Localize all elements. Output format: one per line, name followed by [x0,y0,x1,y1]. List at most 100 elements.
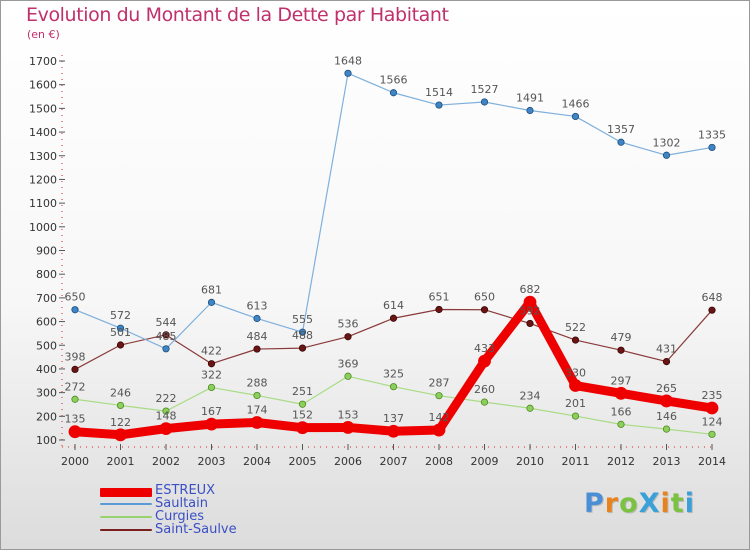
data-label-saultain: 1527 [471,83,499,96]
x-tick-label: 2008 [425,455,453,468]
logo-letter: t [670,488,685,519]
data-point-saint-saulve [662,357,671,366]
legend-swatch-curgies [100,516,152,518]
data-point-saultain [435,101,443,109]
data-label-estreux: 148 [156,410,177,423]
data-point-curgies [480,398,489,406]
data-label-saint-saulve: 501 [110,326,131,339]
data-point-saint-saulve [116,341,125,349]
data-label-saultain: 1357 [607,123,635,136]
data-point-saultain [708,143,716,152]
data-point-saint-saulve [344,333,352,341]
data-point-saint-saulve [253,345,261,353]
data-label-saultain: 1514 [425,86,453,99]
chart-title: Evolution du Montant de la Dette par Hab… [26,4,449,26]
y-tick-label: 1600 [29,79,57,92]
data-point-saultain [116,324,125,332]
data-label-estreux: 142 [429,411,450,424]
data-label-curgies: 369 [338,357,359,370]
data-label-estreux: 433 [474,342,495,355]
data-label-saint-saulve: 592 [520,304,541,317]
legend: ESTREUX Saultain Curgies Saint-Saulve [100,483,300,537]
data-label-saint-saulve: 648 [702,291,723,304]
data-point-estreux [660,394,673,408]
data-point-estreux [114,428,127,442]
data-label-estreux: 265 [656,382,677,395]
data-label-saint-saulve: 398 [65,350,86,363]
data-label-saultain: 485 [156,330,177,343]
data-label-estreux: 135 [65,413,86,426]
data-label-estreux: 153 [338,408,359,421]
data-point-curgies [116,401,125,410]
x-tick-label: 2002 [152,455,180,468]
legend-label-saultain: Saultain [155,496,208,511]
data-label-curgies: 322 [201,368,222,381]
x-tick-label: 2005 [289,455,317,468]
data-label-curgies: 288 [247,376,268,389]
logo-letter: i [660,488,671,519]
chart-subtitle: (en €) [27,28,60,41]
data-point-saultain [71,306,79,314]
data-label-saultain: 613 [247,299,268,312]
legend-swatch-saultain [100,503,152,505]
data-label-estreux: 235 [702,389,723,402]
data-labels: 398 501 544 422 484 488 536 614 651 650 592 522 479 4… [65,54,727,428]
data-label-saultain: 1302 [653,136,681,149]
x-tick-label: 2006 [334,455,362,468]
data-point-curgies [617,420,625,428]
data-point-saultain [526,106,534,115]
data-label-estreux: 122 [110,416,131,429]
data-point-estreux [387,424,400,438]
data-point-estreux [523,295,537,309]
data-point-saultain [253,314,261,323]
logo-letter: i [684,488,695,519]
data-label-estreux: 297 [611,374,632,387]
data-label-curgies: 287 [429,377,450,390]
data-point-saint-saulve [617,346,625,354]
logo-letter: r [604,488,620,519]
data-label-curgies: 201 [565,397,586,410]
data-point-saint-saulve [526,319,534,328]
y-tick-label: 1400 [29,126,57,139]
x-tick-label: 2011 [562,455,590,468]
data-label-curgies: 246 [110,386,131,399]
data-point-estreux [478,354,491,368]
data-point-estreux [205,417,218,431]
data-point-curgies [526,404,534,412]
data-label-saint-saulve: 536 [338,318,359,331]
logo-letter: o [619,488,639,519]
data-label-saint-saulve: 651 [429,290,450,303]
data-point-saint-saulve [71,365,79,374]
data-label-estreux: 330 [565,367,586,380]
data-label-saint-saulve: 544 [156,316,177,329]
data-point-estreux [341,421,355,434]
data-label-curgies: 260 [474,383,495,396]
x-tick-label: 2010 [516,455,544,468]
series-layer [68,69,719,442]
y-tick-label: 1700 [29,55,57,68]
data-point-saultain [298,328,307,336]
data-label-saint-saulve: 422 [201,345,222,358]
data-label-curgies: 251 [292,385,313,398]
legend-item-curgies: Curgies [100,509,300,524]
legend-item-estreux: ESTREUX [100,483,300,498]
data-label-curgies: 146 [656,410,677,423]
data-label-saultain: 650 [65,291,86,304]
data-label-estreux: 152 [292,409,313,422]
data-point-estreux [159,422,173,436]
y-tick-label: 800 [36,268,57,281]
data-label-curgies: 325 [383,368,404,381]
data-label-saint-saulve: 488 [292,329,313,342]
data-point-saultain [662,151,671,159]
y-tick-label: 400 [36,363,57,376]
data-point-curgies [435,392,443,400]
data-point-curgies [162,407,170,415]
data-point-saultain [571,112,580,121]
data-label-estreux: 167 [201,405,222,418]
chart-axes: 100 200 300 400 500 600 700 800 900 1000 1100 1200 1… [29,55,726,468]
data-point-curgies [571,412,580,420]
y-tick-label: 1000 [29,221,57,234]
data-label-saultain: 1648 [334,54,362,67]
data-point-saultain [617,138,625,146]
